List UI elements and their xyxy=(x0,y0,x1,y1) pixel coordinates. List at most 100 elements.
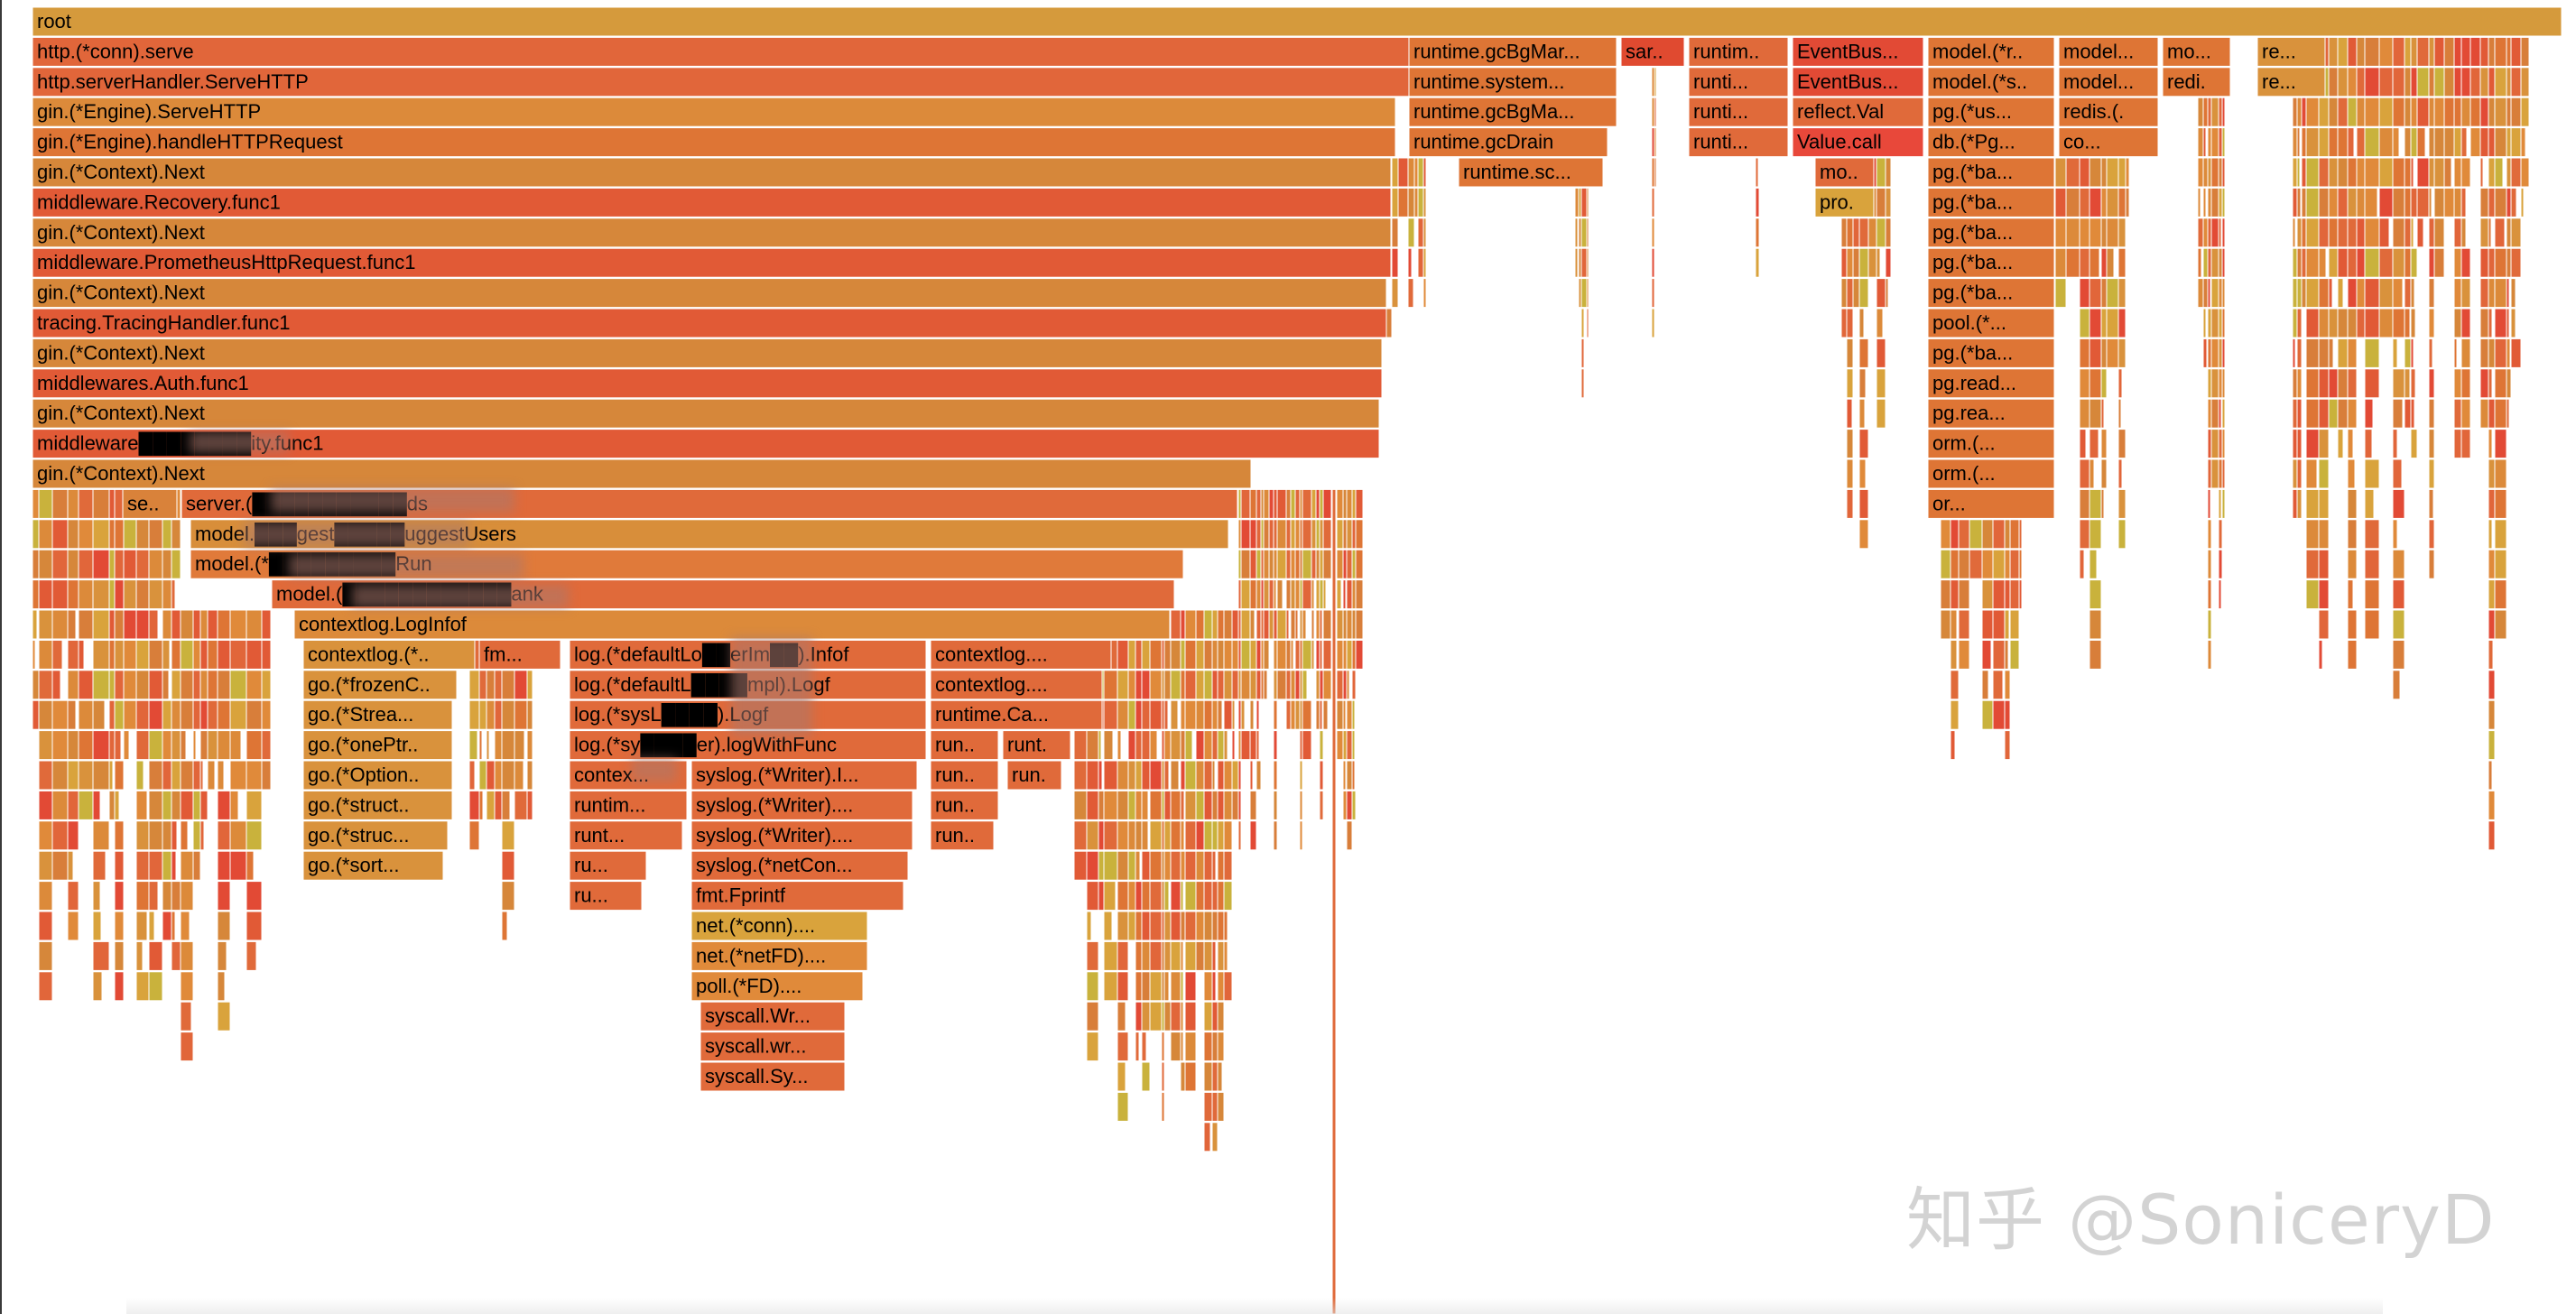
flame-frame[interactable] xyxy=(1927,187,2055,217)
flame-frame-filler[interactable] xyxy=(114,670,125,700)
flame-frame-filler[interactable] xyxy=(2428,398,2435,429)
flame-frame-filler[interactable] xyxy=(1858,398,1866,429)
flame-frame-filler[interactable] xyxy=(2453,398,2462,429)
flame-frame-filler[interactable] xyxy=(123,549,137,579)
flame-frame-filler[interactable] xyxy=(2202,308,2207,338)
flame-frame-filler[interactable] xyxy=(2378,67,2394,97)
flame-frame-filler[interactable] xyxy=(135,911,148,941)
flame-frame-filler[interactable] xyxy=(2404,308,2411,338)
flame-frame-filler[interactable] xyxy=(108,488,116,519)
flame-frame-filler[interactable] xyxy=(2054,278,2067,309)
flame-frame-filler[interactable] xyxy=(1319,519,1324,550)
flame-frame-filler[interactable] xyxy=(2100,398,2105,429)
flame-frame-filler[interactable] xyxy=(1117,971,1129,1002)
flame-frame[interactable] xyxy=(32,187,1392,217)
flame-frame-filler[interactable] xyxy=(1223,670,1233,700)
flame-frame-filler[interactable] xyxy=(1180,1032,1184,1062)
flame-frame-filler[interactable] xyxy=(1876,157,1886,188)
flame-frame-filler[interactable] xyxy=(2117,217,2127,248)
flame-frame-filler[interactable] xyxy=(1992,579,2006,610)
flame-frame-filler[interactable] xyxy=(1135,760,1143,791)
flame-frame-filler[interactable] xyxy=(2404,217,2412,248)
flame-frame-filler[interactable] xyxy=(1319,670,1324,700)
flame-frame-filler[interactable] xyxy=(1149,820,1163,851)
flame-frame-filler[interactable] xyxy=(2210,247,2219,278)
flame-frame-filler[interactable] xyxy=(2443,36,2455,67)
flame-frame[interactable] xyxy=(2256,67,2326,97)
flame-frame-filler[interactable] xyxy=(1135,639,1143,670)
flame-frame-filler[interactable] xyxy=(2318,519,2330,550)
flame-frame-filler[interactable] xyxy=(1351,699,1356,730)
flame-frame-filler[interactable] xyxy=(1276,579,1283,610)
flame-frame-filler[interactable] xyxy=(1086,790,1099,820)
flame-frame-filler[interactable] xyxy=(2305,429,2320,459)
flame-frame[interactable] xyxy=(690,850,909,881)
flame-frame-filler[interactable] xyxy=(1346,670,1350,700)
flame-frame-filler[interactable] xyxy=(2125,187,2130,217)
flame-frame-filler[interactable] xyxy=(1135,699,1143,730)
flame-frame-filler[interactable] xyxy=(1351,519,1357,550)
flame-frame-filler[interactable] xyxy=(2460,368,2471,399)
flame-frame-filler[interactable] xyxy=(2364,36,2380,67)
flame-frame-filler[interactable] xyxy=(2100,217,2108,248)
flame-frame-filler[interactable] xyxy=(2207,308,2212,338)
flame-frame-filler[interactable] xyxy=(1315,699,1320,730)
flame-frame-filler[interactable] xyxy=(1580,338,1585,368)
flame-frame-filler[interactable] xyxy=(38,850,53,881)
flame-frame-filler[interactable] xyxy=(2318,247,2327,278)
flame-frame-filler[interactable] xyxy=(1651,187,1655,217)
flame-frame-filler[interactable] xyxy=(38,699,53,730)
flame-frame-filler[interactable] xyxy=(1195,609,1205,640)
flame-frame-filler[interactable] xyxy=(1586,217,1589,248)
flame-frame-filler[interactable] xyxy=(486,790,496,820)
flame-frame-filler[interactable] xyxy=(162,730,172,761)
flame-frame-filler[interactable] xyxy=(1240,609,1251,640)
flame-frame-filler[interactable] xyxy=(171,881,181,911)
flame-frame-filler[interactable] xyxy=(1180,609,1186,640)
flame-frame-filler[interactable] xyxy=(180,971,194,1002)
flame-frame-filler[interactable] xyxy=(1223,971,1233,1002)
flame-frame-filler[interactable] xyxy=(2207,338,2212,368)
flame-frame-filler[interactable] xyxy=(1285,670,1292,700)
flame-frame-filler[interactable] xyxy=(1336,639,1344,670)
flame-frame-filler[interactable] xyxy=(2404,97,2412,127)
flame-frame-filler[interactable] xyxy=(2520,127,2526,158)
flame-frame-filler[interactable] xyxy=(2494,429,2507,459)
flame-frame-filler[interactable] xyxy=(2301,157,2307,188)
flame-frame-filler[interactable] xyxy=(2079,519,2090,550)
flame-frame-filler[interactable] xyxy=(1407,187,1415,217)
flame-frame-filler[interactable] xyxy=(2221,398,2226,429)
flame-frame-filler[interactable] xyxy=(108,609,116,640)
flame-frame-filler[interactable] xyxy=(1315,549,1320,579)
flame-frame-filler[interactable] xyxy=(1211,760,1216,791)
flame-frame-filler[interactable] xyxy=(207,730,218,761)
flame-frame-filler[interactable] xyxy=(1885,217,1892,248)
flame-frame-filler[interactable] xyxy=(1263,488,1270,519)
flame-frame-filler[interactable] xyxy=(2089,278,2102,309)
flame-frame-filler[interactable] xyxy=(1256,760,1262,791)
flame-frame-filler[interactable] xyxy=(1203,1001,1213,1032)
flame-frame-filler[interactable] xyxy=(2488,97,2496,127)
flame-frame-filler[interactable] xyxy=(51,790,69,820)
flame-frame-filler[interactable] xyxy=(171,639,181,670)
flame-frame-filler[interactable] xyxy=(1355,609,1364,640)
flame-frame[interactable] xyxy=(1792,97,1924,127)
flame-frame-filler[interactable] xyxy=(135,881,150,911)
flame-frame-filler[interactable] xyxy=(2337,187,2349,217)
flame-frame-filler[interactable] xyxy=(2460,247,2471,278)
flame-frame-filler[interactable] xyxy=(1342,519,1348,550)
flame-frame-filler[interactable] xyxy=(2510,127,2522,158)
flame-frame[interactable] xyxy=(690,760,918,791)
flame-frame-filler[interactable] xyxy=(229,639,247,670)
flame-frame-filler[interactable] xyxy=(1149,940,1163,971)
flame-frame-filler[interactable] xyxy=(2488,217,2492,248)
flame-frame[interactable] xyxy=(1620,36,1685,67)
flame-frame-filler[interactable] xyxy=(92,579,110,610)
flame-frame-filler[interactable] xyxy=(2428,127,2435,158)
flame-frame-filler[interactable] xyxy=(2410,97,2418,127)
flame-frame-filler[interactable] xyxy=(2510,67,2522,97)
flame-frame-filler[interactable] xyxy=(2207,368,2212,399)
flame-frame-filler[interactable] xyxy=(1273,639,1278,670)
flame-frame-filler[interactable] xyxy=(2392,549,2405,579)
flame-frame-filler[interactable] xyxy=(1391,187,1399,217)
